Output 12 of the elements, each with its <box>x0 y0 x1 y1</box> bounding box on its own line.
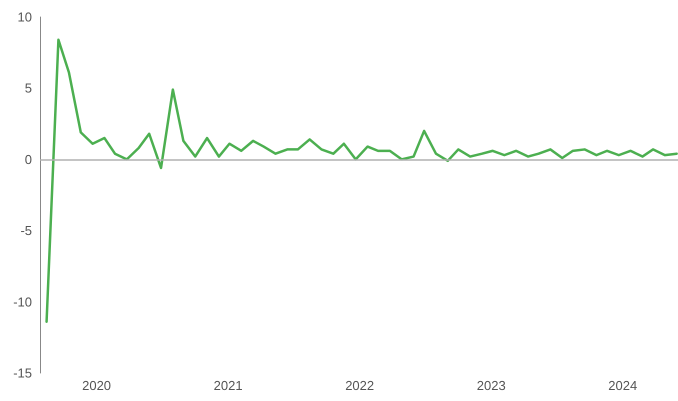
line-series <box>45 38 678 323</box>
y-tick-label: 0 <box>24 152 32 167</box>
y-tick-label: -10 <box>13 294 32 310</box>
y-tick-label: -5 <box>20 223 32 238</box>
x-tick-label: 2021 <box>214 378 243 393</box>
x-tick-label: 2020 <box>82 378 112 393</box>
x-tick-label: 2024 <box>608 378 638 393</box>
y-tick-label: 10 <box>18 10 32 24</box>
x-tick-label: 2023 <box>476 378 506 393</box>
y-tick-label: -15 <box>13 366 32 380</box>
y-tick-label: 5 <box>24 80 32 96</box>
x-tick-label: 2022 <box>345 378 374 393</box>
